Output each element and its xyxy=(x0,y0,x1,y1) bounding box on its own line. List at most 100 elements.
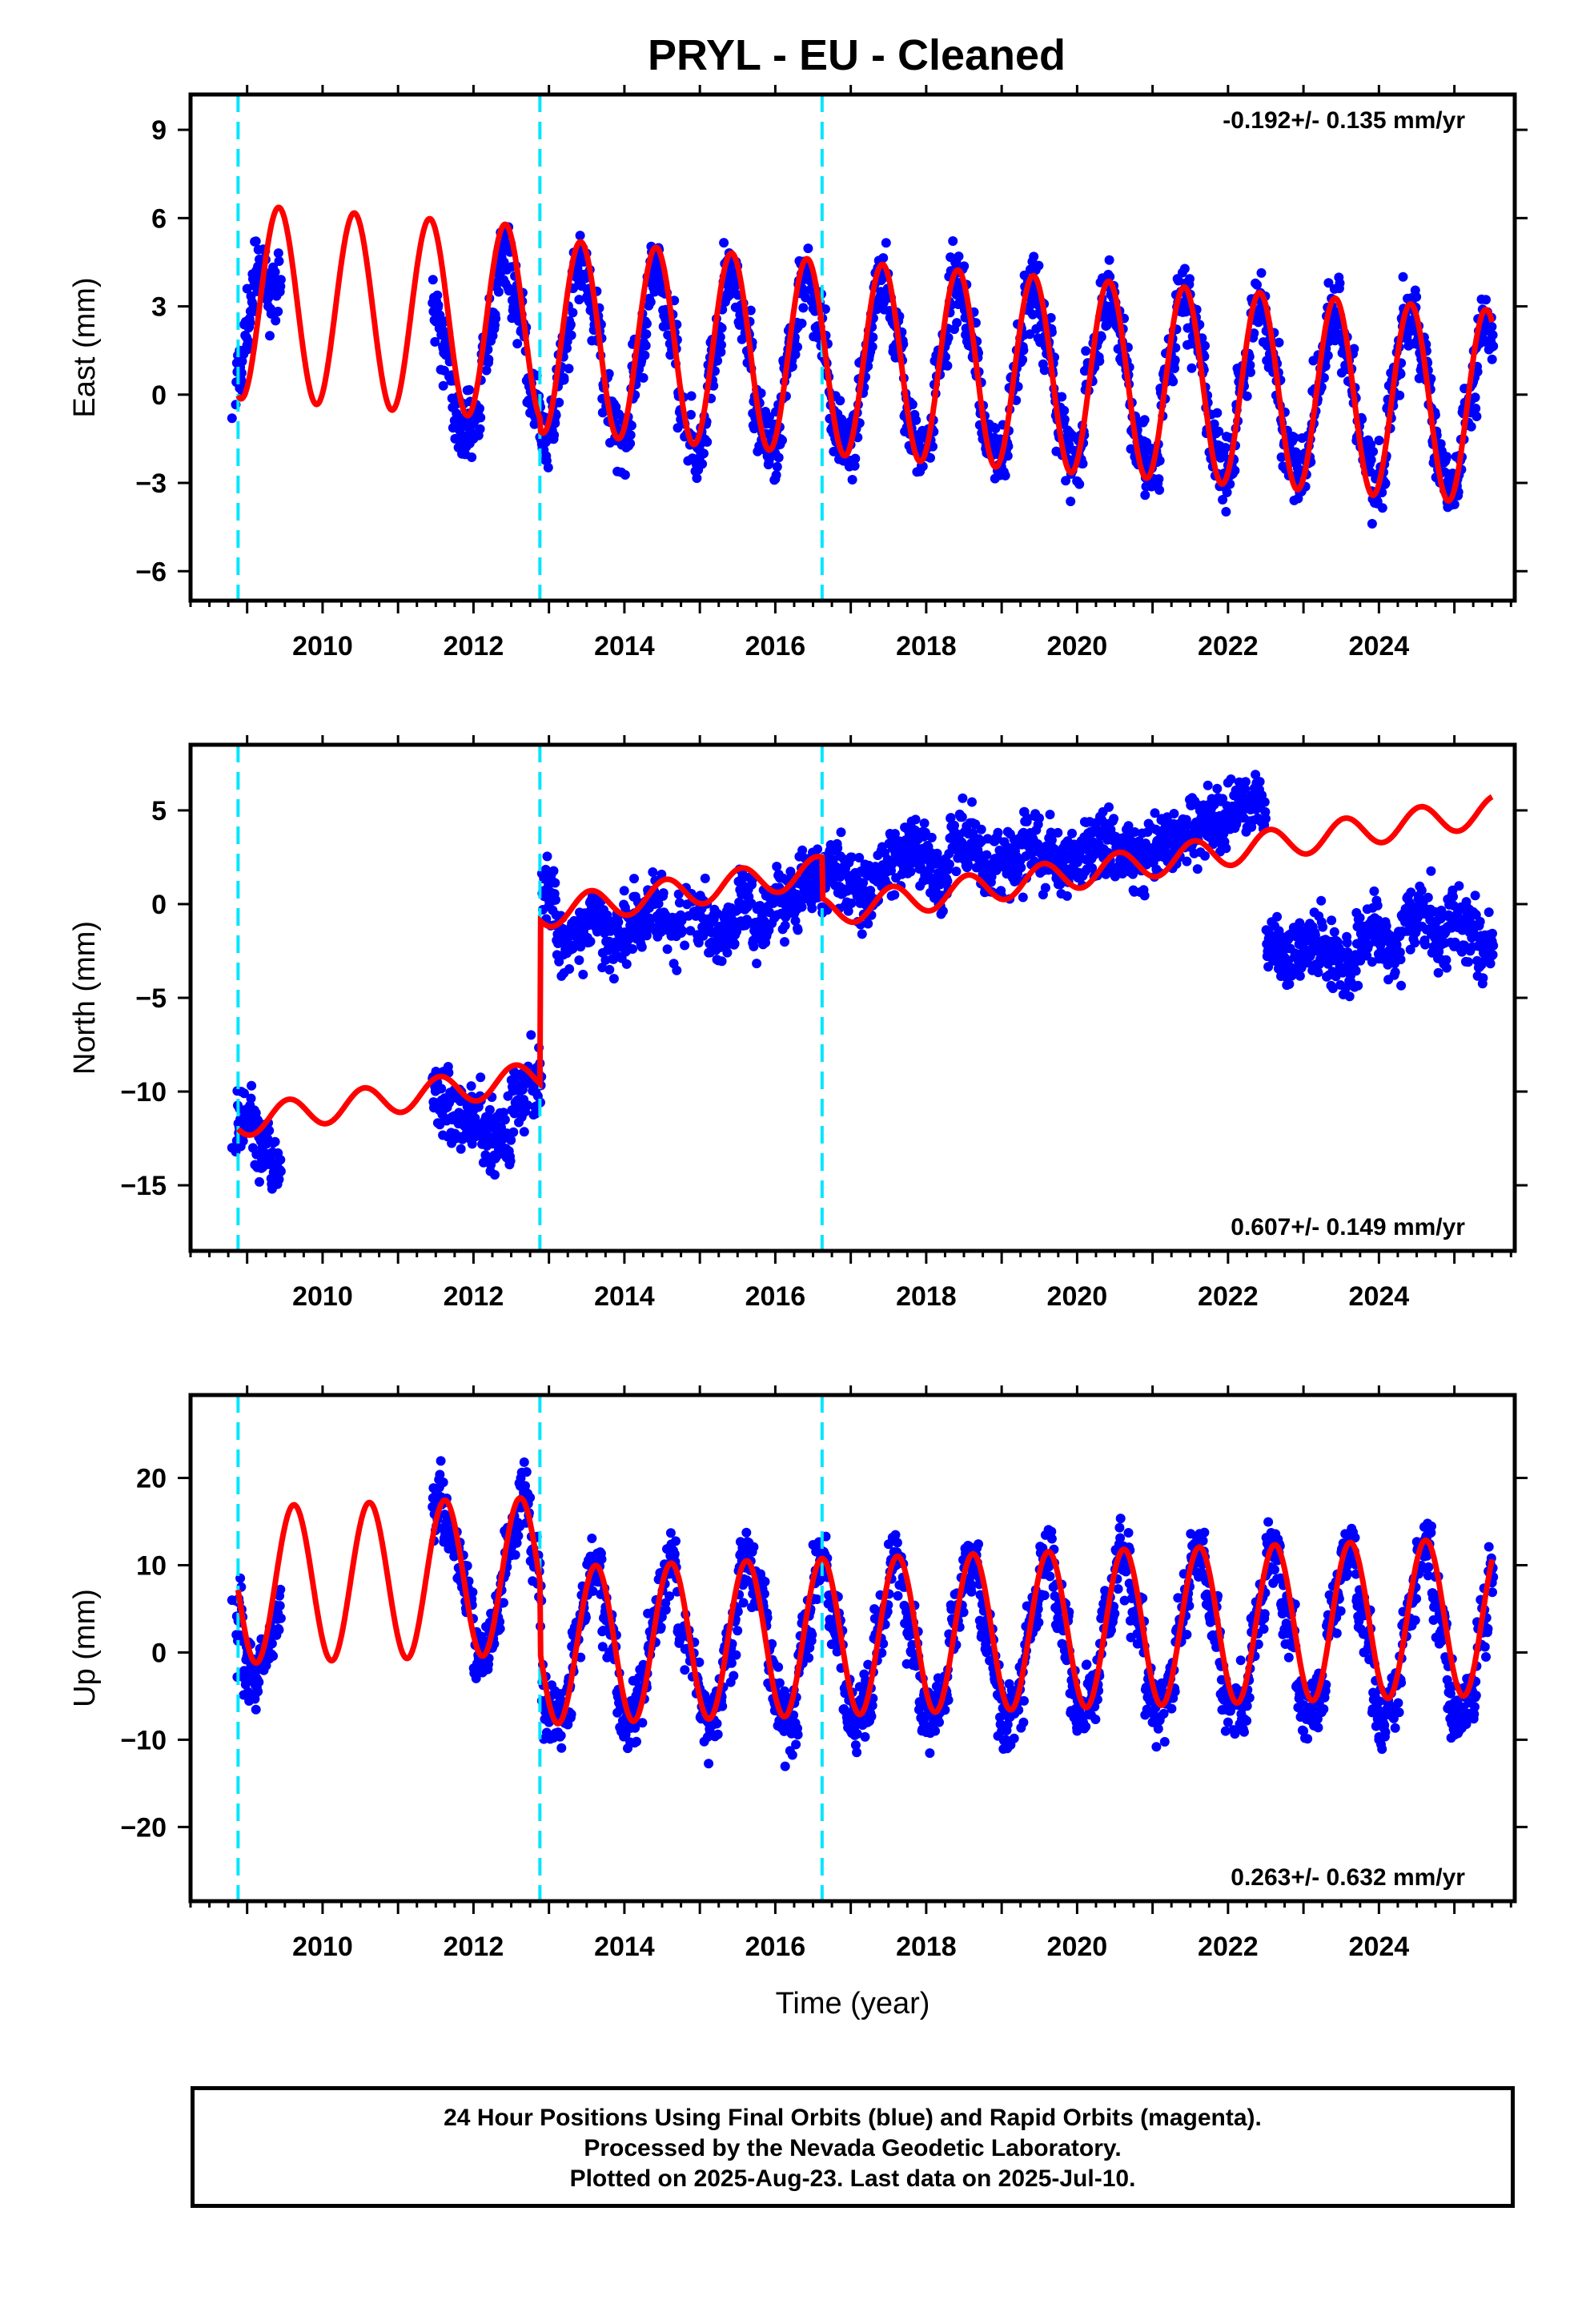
data-point xyxy=(1192,864,1203,875)
data-point xyxy=(274,256,284,267)
data-point xyxy=(1349,344,1359,354)
data-point xyxy=(574,295,584,305)
data-point xyxy=(237,356,247,367)
data-point xyxy=(813,844,823,854)
data-point xyxy=(1374,436,1384,445)
data-point xyxy=(1435,914,1446,924)
data-point xyxy=(1066,497,1076,507)
data-point xyxy=(876,287,886,297)
data-point xyxy=(636,942,647,952)
data-point xyxy=(1253,313,1263,324)
data-point xyxy=(468,433,479,444)
data-point xyxy=(239,1088,249,1099)
data-point xyxy=(1139,415,1150,425)
x-tick-label: 2020 xyxy=(1047,1281,1108,1312)
data-point xyxy=(867,342,877,352)
data-point xyxy=(1045,810,1055,820)
panel-north: 2010 2012 2014 2016 2018 2020 2022 2024−15−10−5… xyxy=(68,735,1528,1312)
data-point xyxy=(692,473,702,484)
data-point xyxy=(717,956,727,967)
data-point xyxy=(725,918,735,928)
data-point xyxy=(1442,963,1452,973)
data-point xyxy=(1274,337,1284,348)
data-point xyxy=(264,1125,275,1136)
data-point xyxy=(1179,263,1190,274)
data-point xyxy=(1251,770,1261,780)
data-point xyxy=(505,1156,516,1166)
data-point xyxy=(732,927,741,937)
data-point xyxy=(1242,391,1252,401)
data-point xyxy=(1426,866,1436,876)
data-point xyxy=(438,380,448,391)
data-point xyxy=(673,889,684,899)
data-point xyxy=(1488,950,1498,960)
data-point xyxy=(1410,938,1420,948)
data-point xyxy=(1061,476,1071,486)
x-tick-label: 2020 xyxy=(1047,631,1108,661)
data-point xyxy=(740,890,750,900)
data-point xyxy=(500,1115,510,1125)
data-point xyxy=(1240,784,1251,794)
data-point xyxy=(1034,260,1044,271)
data-point xyxy=(1295,971,1305,981)
data-point xyxy=(1268,936,1279,947)
data-point xyxy=(1223,814,1233,825)
data-point xyxy=(1328,955,1339,966)
data-point xyxy=(1087,863,1098,873)
data-point xyxy=(843,906,853,916)
data-point xyxy=(710,927,720,938)
x-tick-label: 2022 xyxy=(1198,631,1259,661)
data-point xyxy=(1170,355,1180,365)
data-point xyxy=(554,397,564,408)
data-point xyxy=(499,1133,509,1144)
data-point xyxy=(626,420,636,431)
data-point xyxy=(1208,814,1218,825)
data-point xyxy=(1253,796,1263,806)
data-point xyxy=(1485,959,1496,969)
data-point xyxy=(1238,805,1248,815)
data-point xyxy=(575,231,585,241)
data-point xyxy=(950,820,959,830)
data-point xyxy=(1042,852,1052,862)
data-point xyxy=(1256,267,1267,278)
data-point xyxy=(793,925,803,935)
rate-label: 0.607+/- 0.149 mm/yr xyxy=(1231,1214,1465,1240)
data-point xyxy=(1323,351,1333,360)
data-point xyxy=(713,356,723,366)
data-point xyxy=(640,350,650,360)
data-point xyxy=(938,906,948,916)
data-point xyxy=(619,440,629,450)
data-point xyxy=(1261,814,1271,824)
data-point xyxy=(957,812,967,822)
data-point xyxy=(1454,881,1464,891)
data-point xyxy=(715,332,725,342)
data-point xyxy=(673,423,683,433)
data-point xyxy=(858,878,869,888)
data-point xyxy=(1420,939,1431,950)
data-point xyxy=(544,890,554,900)
data-point xyxy=(1057,392,1067,402)
data-point xyxy=(876,870,886,881)
data-point xyxy=(1373,915,1383,926)
data-point xyxy=(1411,292,1422,302)
y-tick-label: −10 xyxy=(120,1077,167,1108)
data-point xyxy=(526,1030,536,1040)
data-point xyxy=(1252,279,1262,290)
data-point xyxy=(1398,271,1408,282)
data-point xyxy=(1104,255,1114,265)
data-point xyxy=(771,470,781,480)
data-point xyxy=(1203,780,1213,790)
data-point xyxy=(1067,828,1077,838)
data-point xyxy=(700,873,710,883)
data-point xyxy=(1212,408,1223,418)
data-point xyxy=(476,1072,486,1083)
x-tick-label: 2024 xyxy=(1349,1281,1410,1312)
data-point xyxy=(620,470,630,480)
data-point xyxy=(1355,913,1365,923)
data-point xyxy=(1018,892,1028,903)
data-point xyxy=(1436,905,1447,915)
data-point xyxy=(1186,363,1197,373)
data-point xyxy=(1221,843,1231,854)
x-tick-label: 2012 xyxy=(444,1281,504,1312)
data-point xyxy=(1404,322,1415,332)
